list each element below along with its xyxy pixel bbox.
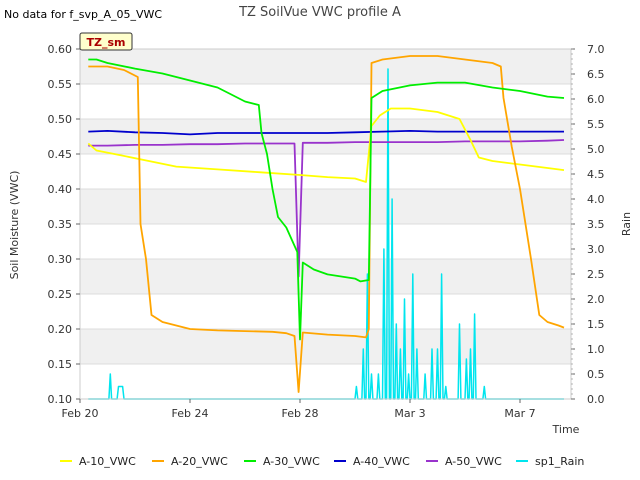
grid-band <box>80 259 571 294</box>
x-tick-label: Feb 28 <box>282 407 319 420</box>
legend-label: A-30_VWC <box>263 455 320 468</box>
grid-bands <box>80 49 571 400</box>
y2-tick-label: 1.5 <box>587 318 605 331</box>
y-tick-label: 0.50 <box>48 113 73 126</box>
badge: TZ_sm <box>79 32 133 51</box>
x-tick-label: Feb 24 <box>172 407 209 420</box>
y-tick-label: 0.25 <box>48 288 73 301</box>
y2-axis-title: Rain <box>620 212 633 236</box>
legend-label: A-10_VWC <box>79 455 136 468</box>
y2-tick-label: 6.5 <box>587 68 605 81</box>
y-tick-label: 0.45 <box>48 148 73 161</box>
legend: A-10_VWC A-20_VWC A-30_VWC A-40_VWC A-50_VWC… <box>60 455 584 468</box>
y-axis-title: Soil Moisture (VWC) <box>8 171 21 280</box>
grid-band <box>80 119 571 154</box>
y-tick-label: 0.40 <box>48 183 73 196</box>
no-data-note: No data for f_svp_A_05_VWC <box>4 8 162 21</box>
grid-band <box>80 49 571 84</box>
tick-labels: 0.100.150.200.250.300.350.400.450.500.55… <box>48 43 605 420</box>
badge-label: TZ_sm <box>87 36 126 49</box>
y2-tick-label: 0.5 <box>587 368 605 381</box>
y2-tick-label: 3.0 <box>587 243 605 256</box>
y2-tick-label: 6.0 <box>587 93 605 106</box>
legend-label: A-50_VWC <box>445 455 502 468</box>
y2-tick-label: 2.5 <box>587 268 605 281</box>
y2-tick-label: 3.5 <box>587 218 605 231</box>
legend-label: sp1_Rain <box>535 455 584 468</box>
x-tick-label: Mar 7 <box>504 407 535 420</box>
y2-tick-label: 2.0 <box>587 293 605 306</box>
series-line-a-30-vwc <box>88 58 565 341</box>
series-line-a-20-vwc <box>88 55 565 393</box>
legend-label: A-20_VWC <box>171 455 228 468</box>
y2-tick-label: 4.0 <box>587 193 605 206</box>
chart-title: TZ SoilVue VWC profile A <box>238 5 401 20</box>
y2-tick-label: 7.0 <box>587 43 605 56</box>
y2-tick-label: 5.0 <box>587 143 605 156</box>
y-tick-label: 0.55 <box>48 78 73 91</box>
y-tick-label: 0.60 <box>48 43 73 56</box>
y-tick-label: 0.20 <box>48 323 73 336</box>
y2-tick-label: 1.0 <box>587 343 605 356</box>
y-tick-label: 0.35 <box>48 218 73 231</box>
y2-tick-label: 0.0 <box>587 393 605 406</box>
grid-band <box>80 189 571 224</box>
x-axis-title: Time <box>552 423 580 436</box>
series-line-a-50-vwc <box>88 139 565 278</box>
x-tick-label: Mar 3 <box>394 407 425 420</box>
x-tick-label: Feb 20 <box>62 407 99 420</box>
y-tick-label: 0.15 <box>48 358 73 371</box>
y-tick-label: 0.10 <box>48 393 73 406</box>
series-line-a-40-vwc <box>88 129 564 136</box>
y-tick-label: 0.30 <box>48 253 73 266</box>
y2-tick-label: 5.5 <box>587 118 605 131</box>
legend-label: A-40_VWC <box>353 455 410 468</box>
y2-tick-label: 4.5 <box>587 168 605 181</box>
